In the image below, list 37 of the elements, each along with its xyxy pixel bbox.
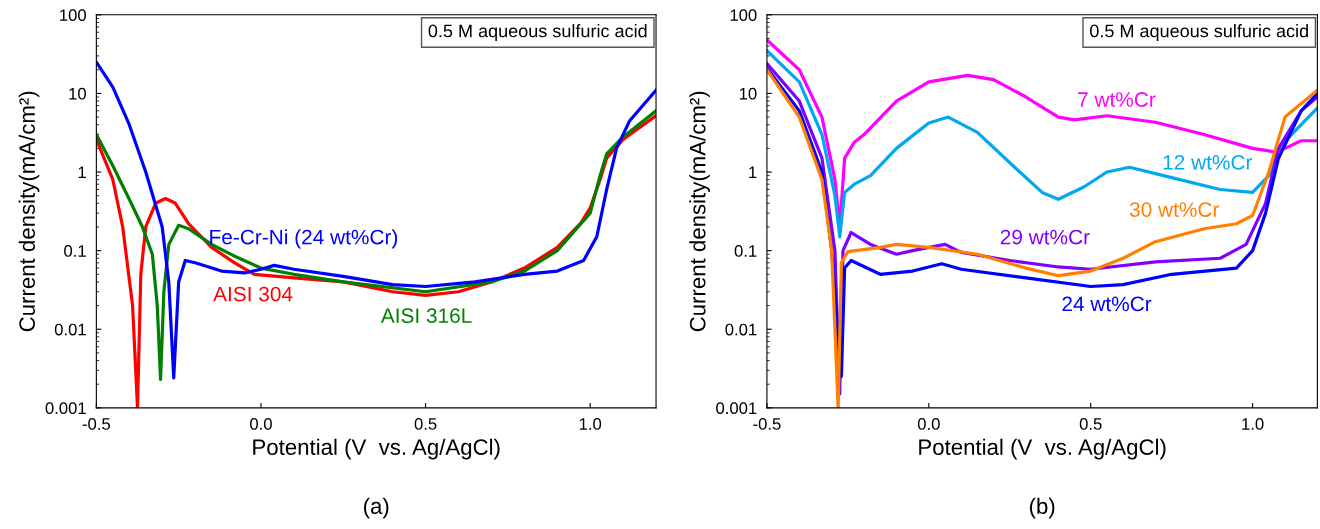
x-tick-label: -0.5 — [82, 418, 111, 430]
y-tick-label: 10 — [739, 87, 757, 100]
annotation: 0.5 M aqueous sulfuric acid — [428, 24, 647, 41]
y-tick-label: 0.01 — [725, 323, 757, 336]
y-tick-label: 100 — [60, 9, 86, 22]
x-axis-title: Potential (V vs. Ag/AgCl) — [919, 438, 1166, 460]
x-tick-label: 0.0 — [250, 418, 272, 430]
x-tick-label: 1.0 — [1242, 418, 1264, 430]
y-tick-label: 0.001 — [45, 402, 86, 415]
text: (a) — [364, 497, 389, 519]
x-tick-label: 0.5 — [1079, 418, 1102, 430]
x-tick-label: 1.0 — [579, 418, 602, 430]
y-tick-label: 1 — [749, 166, 757, 179]
y-tick-label: 10 — [69, 87, 86, 100]
series-label: 29 wt%Cr — [1000, 229, 1090, 245]
y-tick-label: 0.1 — [734, 245, 757, 257]
text: (b) — [1029, 497, 1055, 519]
series-label: AISI 304 — [213, 286, 293, 302]
annotation: 0.5 M aqueous sulfuric acid — [1090, 24, 1308, 41]
series-label: 7 wt%Cr — [1078, 92, 1156, 107]
x-tick-label: 0.0 — [917, 418, 940, 430]
y-tick-label: 0.1 — [64, 245, 86, 257]
x-tick-label: 0.5 — [414, 418, 437, 430]
series-label: 30 wt%Cr — [1129, 202, 1220, 217]
x-tick-label: -0.5 — [753, 418, 781, 430]
y-tick-label: 100 — [730, 9, 757, 22]
x-axis-title: Potential (V vs. Ag/AgCl) — [253, 438, 500, 460]
y-tick-label: 0.01 — [54, 323, 86, 336]
y-axis-title: Current density(mA/cm²) — [689, 91, 710, 332]
series-label: AISI 316L — [380, 308, 472, 324]
y-axis-title: Current density(mA/cm²) — [18, 91, 40, 332]
series-label: 12 wt%Cr — [1163, 155, 1253, 170]
y-tick-label: 1 — [78, 166, 86, 179]
line-series — [96, 60, 657, 380]
y-tick-label: 0.001 — [716, 402, 757, 415]
series-label: 24 wt%Cr — [1062, 296, 1152, 312]
series-label: Fe-Cr-Ni (24 wt%Cr) — [210, 229, 398, 249]
